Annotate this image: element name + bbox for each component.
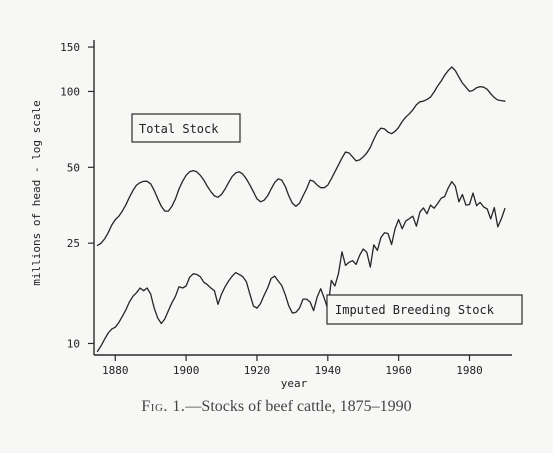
breeding-stock-label: Imputed Breeding Stock (335, 303, 495, 317)
total-stock-line (96, 66, 506, 247)
caption-text: —Stocks of beef cattle, 1875–1990 (185, 398, 412, 415)
x-axis-ticks: 1880 1900 1920 1940 1960 1980 (102, 355, 483, 377)
y-tick-label: 25 (67, 237, 80, 250)
figure-caption: Fig. 1.—Stocks of beef cattle, 1875–1990 (0, 398, 553, 416)
x-axis-label: year (281, 377, 308, 390)
y-tick-label: 150 (60, 41, 80, 54)
figure-number: Fig. 1. (141, 398, 186, 415)
y-axis-label: millions of head - log scale (30, 100, 43, 285)
total-stock-label-frame (131, 113, 241, 143)
breeding-stock-label-frame (326, 294, 523, 325)
total-stock-label-box: Total Stock (131, 113, 241, 143)
x-tick-label: 1920 (244, 364, 271, 377)
y-axis-ticks: 10 25 50 100 150 (60, 41, 94, 350)
x-tick-label: 1900 (173, 364, 200, 377)
y-tick-label: 10 (67, 337, 80, 350)
total-stock-label: Total Stock (139, 122, 219, 136)
x-tick-label: 1960 (385, 364, 412, 377)
axes: 10 25 50 100 150 1880 1900 1920 1940 1960 1980 mi… (30, 40, 512, 390)
breeding-stock-label-box: Imputed Breeding Stock (326, 294, 523, 325)
breeding-stock-line (96, 180, 506, 353)
x-tick-label: 1880 (102, 364, 129, 377)
x-tick-label: 1980 (456, 364, 483, 377)
y-tick-label: 100 (60, 85, 80, 98)
x-tick-label: 1940 (315, 364, 342, 377)
y-tick-label: 50 (67, 161, 80, 174)
series-lines (96, 66, 506, 353)
